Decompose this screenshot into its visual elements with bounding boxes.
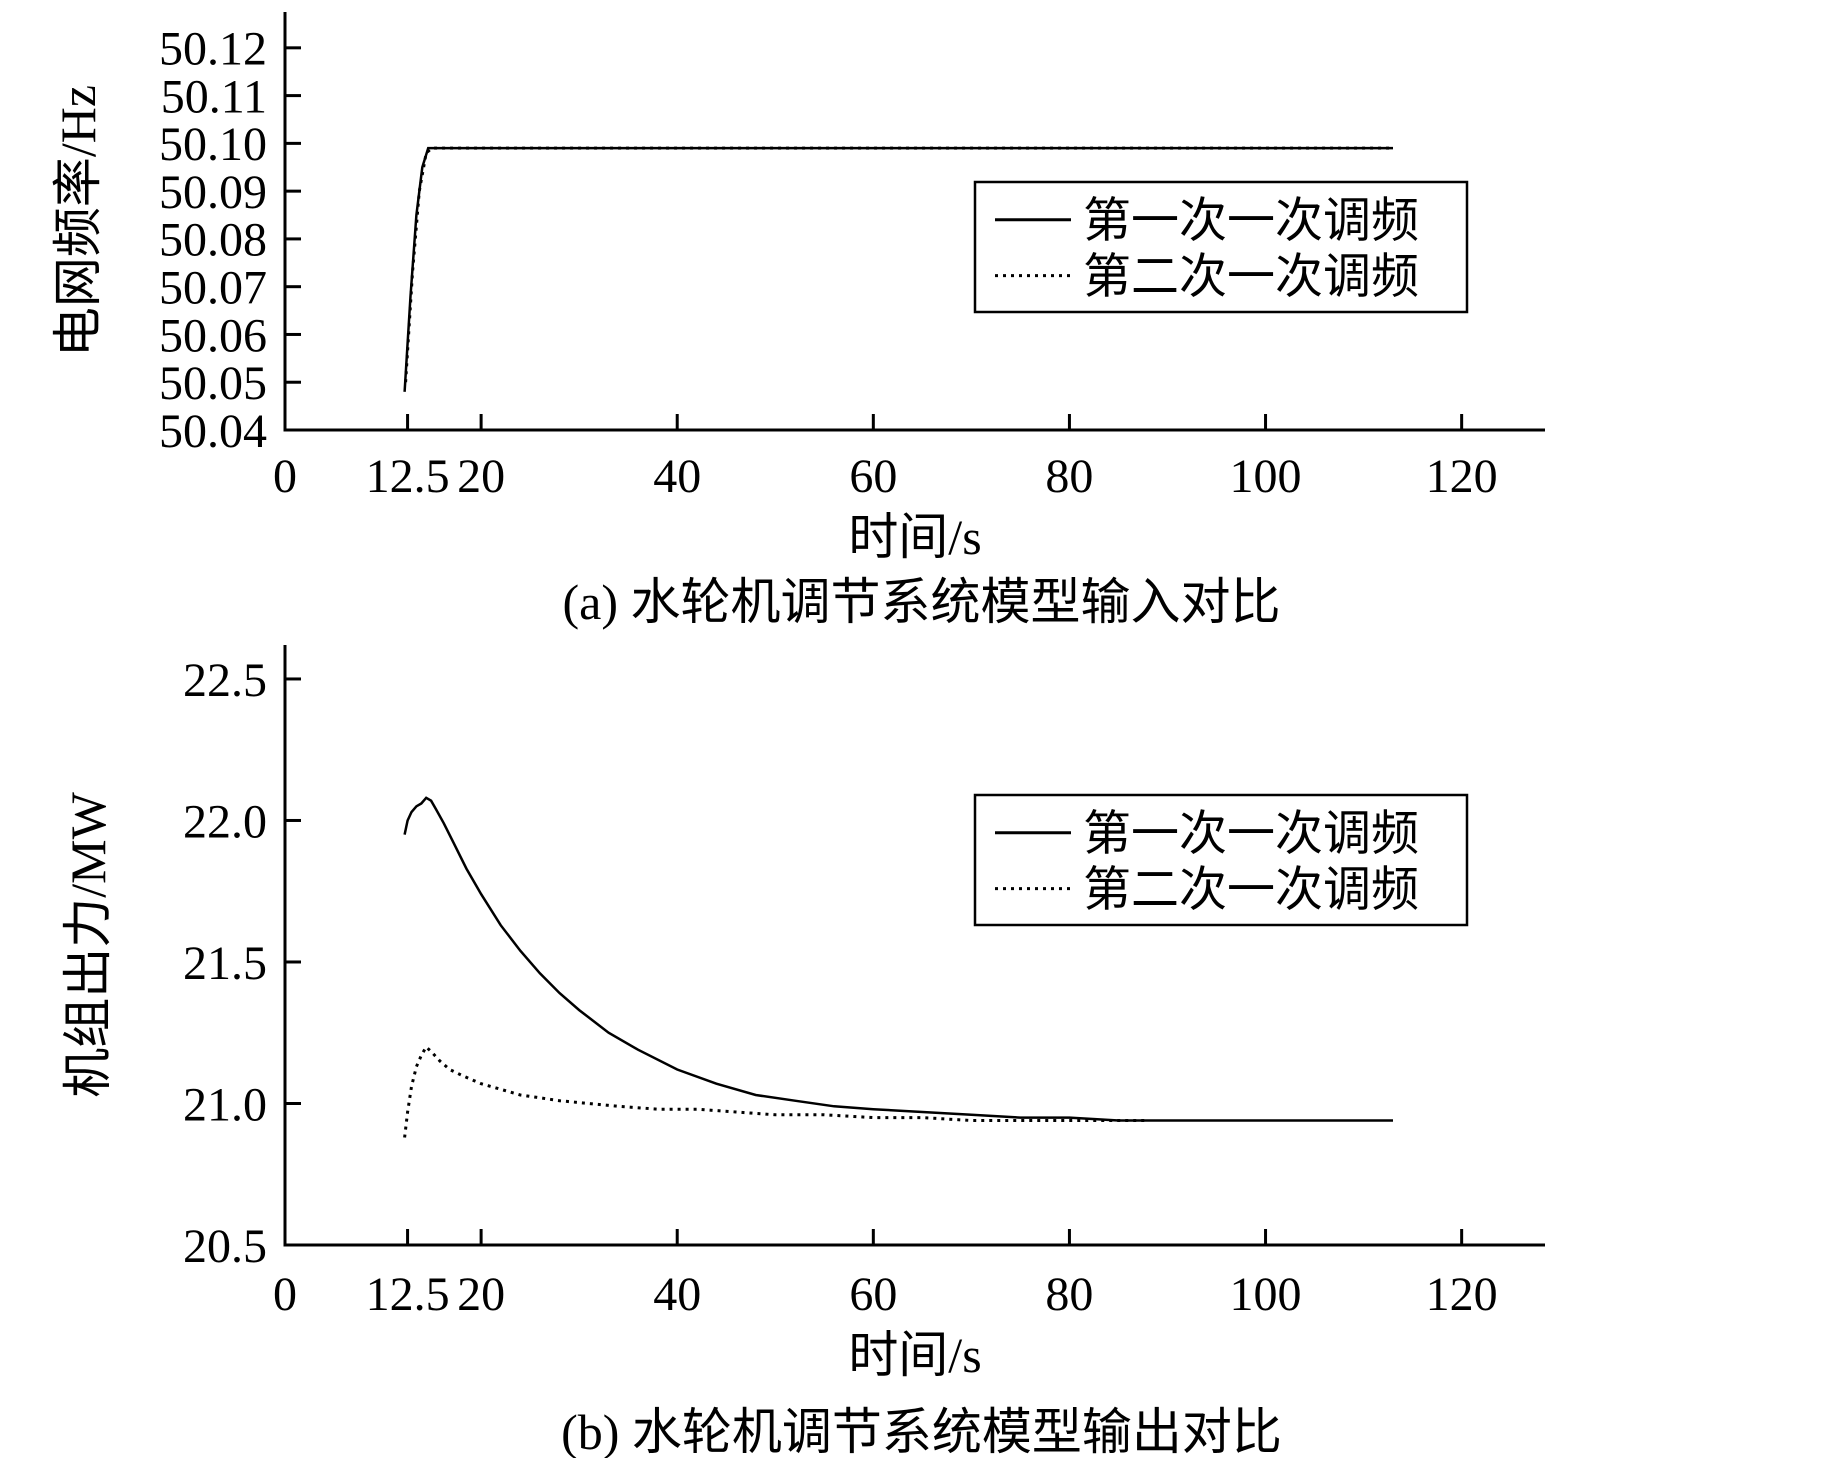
y-axis-label: 电网频率/Hz	[50, 85, 106, 357]
x-tick-label: 20	[457, 450, 505, 503]
y-tick-label: 50.10	[159, 118, 267, 171]
x-tick-label: 60	[849, 450, 897, 503]
legend-label-0: 第一次一次调频	[1083, 808, 1419, 861]
legend-label-1: 第二次一次调频	[1083, 863, 1419, 916]
legend-label-1: 第二次一次调频	[1083, 250, 1419, 303]
x-tick-label: 100	[1230, 450, 1302, 503]
y-tick-label: 22.0	[183, 795, 267, 848]
x-tick-label: 40	[653, 450, 701, 503]
y-axis-label: 机组出力/MW	[60, 791, 116, 1097]
plot-a: 0 12.5 20 40 60 80 100 12050.0450.0550.0650.075…	[50, 12, 1545, 560]
x-tick-label: 0	[273, 450, 297, 503]
y-tick-label: 50.05	[159, 357, 267, 410]
x-tick-label: 80	[1045, 1268, 1093, 1321]
y-tick-label: 21.0	[183, 1078, 267, 1131]
axes-line	[283, 645, 1545, 1247]
series-line-1	[403, 1044, 1148, 1138]
y-tick-label: 50.12	[159, 23, 267, 76]
x-tick-label: 60	[849, 1268, 897, 1321]
plot-b: 0 12.5 20 40 60 80 100 120 20.5 21.0 21.5 22.0 22.5 时…	[60, 645, 1545, 1383]
caption-a: (a) 水轮机调节系统模型输入对比	[562, 574, 1281, 630]
x-axis-label: 时间/s	[848, 509, 981, 560]
y-tick-label: 50.07	[159, 261, 267, 314]
legend-box	[973, 793, 1469, 927]
y-tick-label: 50.09	[159, 166, 267, 219]
chart-a-grid-frequency: 0 12.5 20 40 60 80 100 12050.0450.0550.0650.075…	[50, 12, 1545, 560]
x-axis-label: 时间/s	[848, 1327, 981, 1383]
x-tick-label: 120	[1426, 450, 1498, 503]
legend-label-0: 第一次一次调频	[1083, 195, 1419, 248]
x-tick-label: 40	[653, 1268, 701, 1321]
y-tick-label: 21.5	[183, 937, 267, 990]
y-tick-label: 50.04	[159, 405, 267, 458]
legend-box	[973, 180, 1469, 314]
y-tick-label: 22.5	[183, 654, 267, 707]
y-tick-label: 50.06	[159, 309, 267, 362]
series-line-0	[403, 796, 1393, 1122]
x-tick-label: 12.5	[366, 450, 450, 503]
x-tick-label: 80	[1045, 450, 1093, 503]
x-tick-label: 120	[1426, 1268, 1498, 1321]
x-tick-label: 100	[1230, 1268, 1302, 1321]
y-tick-label: 20.5	[183, 1220, 267, 1273]
y-tick-label: 50.11	[161, 70, 267, 123]
x-tick-label: 20	[457, 1268, 505, 1321]
x-tick-label: 0	[273, 1268, 297, 1321]
chart-b-unit-output: 0 12.5 20 40 60 80 100 120 20.5 21.0 21.5 22.0 22.5 时…	[60, 645, 1545, 1383]
caption-b: (b) 水轮机调节系统模型输出对比	[561, 1404, 1282, 1458]
y-tick-label: 50.08	[159, 214, 267, 267]
x-tick-label: 12.5	[366, 1268, 450, 1321]
